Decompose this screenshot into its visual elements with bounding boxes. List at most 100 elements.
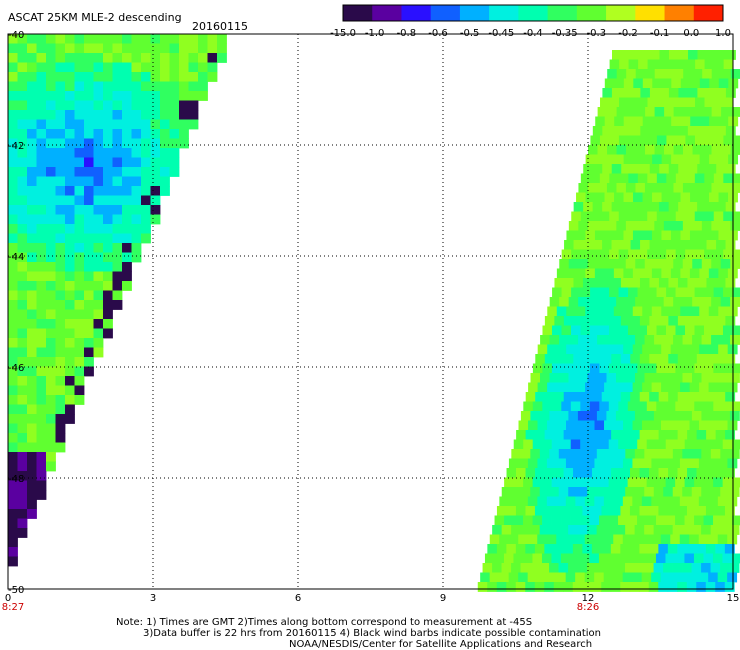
swath-cell (553, 582, 564, 592)
swath-cell (687, 316, 698, 326)
swath-cell (663, 221, 674, 231)
swath-cell (542, 439, 553, 450)
swath-cell (670, 382, 681, 393)
swath-cell (732, 439, 740, 450)
swath-cell (672, 525, 683, 535)
swath-cell (8, 53, 18, 63)
swath-cell (649, 164, 660, 174)
swath-cell (525, 544, 536, 554)
swath-cell (677, 316, 688, 326)
swath-cell (84, 110, 94, 120)
swath-cell (587, 297, 598, 307)
swath-cell (644, 183, 655, 193)
swath-cell (36, 433, 47, 443)
swath-cell (720, 449, 731, 459)
swath-cell (122, 110, 132, 120)
swath-cell (680, 420, 690, 431)
swath-cell (625, 259, 636, 269)
swath-cell (659, 50, 670, 60)
swath-cell (620, 392, 631, 402)
swath-cell (578, 259, 589, 269)
swath-cell (703, 553, 714, 564)
swath-cell (568, 373, 579, 383)
swath-cell (93, 34, 104, 44)
swath-cell (8, 319, 18, 329)
swath-cell (112, 62, 123, 73)
swath-cell (17, 528, 28, 538)
swath-cell (689, 496, 700, 507)
swath-cell (720, 563, 730, 573)
swath-cell (93, 271, 104, 282)
swath-cell (160, 53, 170, 63)
swath-cell (65, 347, 75, 358)
swath-cell (600, 97, 610, 108)
swath-cell (564, 240, 574, 250)
swath-cell (594, 306, 605, 317)
swath-cell (651, 458, 662, 469)
swath-cell (651, 572, 662, 583)
swath-cell (649, 126, 660, 136)
swath-cell (103, 233, 113, 244)
swath-cell (659, 240, 669, 250)
swath-cell (46, 404, 56, 415)
swath-cell (17, 81, 28, 92)
swath-cell (639, 354, 650, 364)
swath-cell (513, 477, 524, 488)
swath-cell (696, 544, 707, 554)
swath-cell (620, 468, 631, 478)
swath-cell (565, 496, 576, 507)
swath-cell (659, 88, 670, 98)
swath-cell (718, 192, 729, 203)
swath-cell (55, 205, 66, 215)
swath-cell (652, 154, 663, 165)
swath-cell (718, 420, 728, 431)
swath-cell (582, 544, 593, 554)
swath-cell (627, 439, 638, 450)
swath-cell (551, 325, 562, 336)
swath-cell (573, 354, 584, 364)
swath-cell (74, 243, 85, 253)
swath-cell (611, 430, 622, 440)
swath-cell (141, 34, 151, 44)
swath-cell (687, 202, 698, 212)
swath-cell (84, 167, 94, 177)
swath-cell (74, 195, 85, 206)
swath-cell (725, 430, 736, 440)
swath-cell (141, 195, 151, 206)
swath-cell (706, 88, 717, 98)
swath-cell (563, 354, 574, 364)
swath-cell (36, 129, 47, 139)
swath-cell (544, 544, 555, 554)
swath-cell (8, 100, 18, 111)
swath-cell (640, 126, 651, 136)
swath-cell (610, 506, 621, 516)
swath-cell (494, 553, 505, 564)
swath-cell (580, 249, 591, 260)
swath-cell (606, 183, 617, 193)
swath-cell (561, 287, 572, 298)
swath-cell (607, 107, 618, 117)
swath-cell (112, 129, 123, 139)
swath-cell (141, 53, 151, 63)
swath-cell (46, 347, 56, 358)
swath-cell (84, 271, 94, 282)
swath-cell (74, 309, 85, 320)
swath-cell (575, 534, 586, 545)
swath-cell (587, 411, 598, 421)
swath-cell (688, 50, 698, 60)
swath-cell (632, 230, 643, 241)
swath-cell (546, 534, 557, 545)
swath-cell (702, 145, 712, 155)
swath-cell (46, 148, 56, 158)
swath-cell (656, 515, 666, 526)
swath-cell (141, 43, 151, 54)
swath-cell (642, 116, 653, 127)
swath-cell (198, 34, 208, 44)
swath-cell (112, 300, 123, 310)
swath-cell (131, 81, 142, 92)
swath-cell (675, 249, 686, 260)
swath-cell (8, 214, 18, 225)
swath-cell (589, 515, 600, 526)
swath-cell (619, 97, 629, 108)
swath-cell (604, 306, 615, 317)
